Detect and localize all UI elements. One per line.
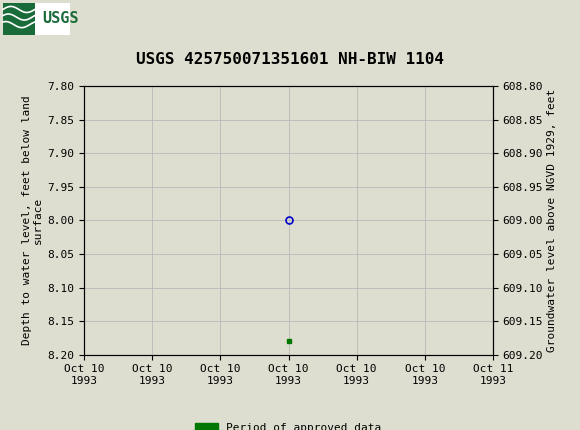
Text: USGS 425750071351601 NH-BIW 1104: USGS 425750071351601 NH-BIW 1104 — [136, 52, 444, 67]
Legend: Period of approved data: Period of approved data — [191, 419, 386, 430]
Y-axis label: Depth to water level, feet below land
surface: Depth to water level, feet below land su… — [21, 95, 44, 345]
Bar — [3, 3, 70, 35]
Text: USGS: USGS — [42, 12, 78, 26]
Bar — [3, 3, 35, 35]
Y-axis label: Groundwater level above NGVD 1929, feet: Groundwater level above NGVD 1929, feet — [548, 89, 557, 352]
